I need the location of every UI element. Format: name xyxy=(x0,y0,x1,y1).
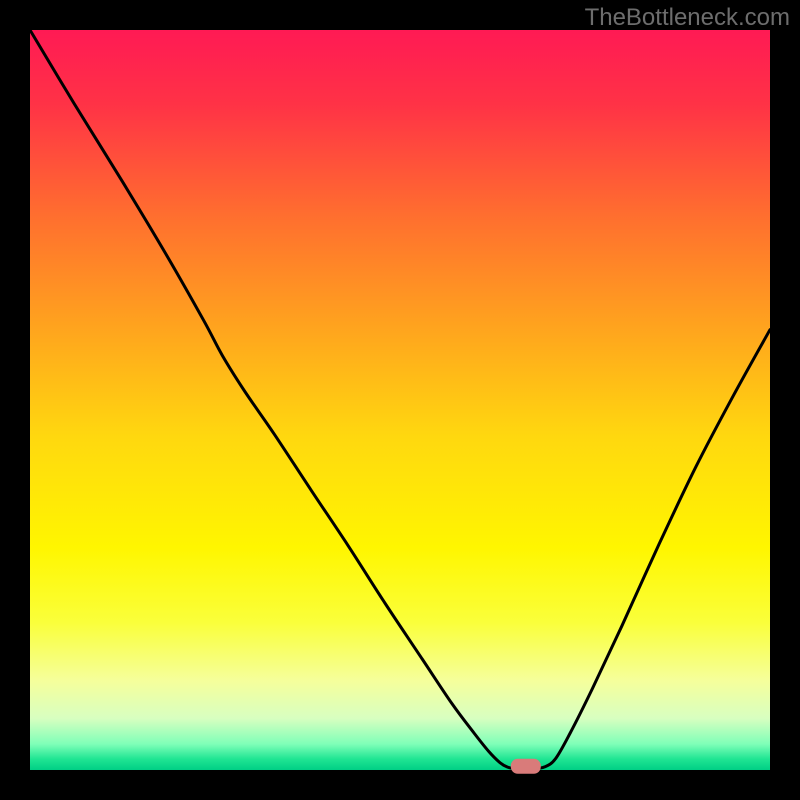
watermark-text: TheBottleneck.com xyxy=(585,4,790,32)
plot-background xyxy=(30,30,770,770)
optimal-marker xyxy=(511,759,541,774)
chart-container: TheBottleneck.com xyxy=(0,0,800,800)
bottleneck-chart xyxy=(0,0,800,800)
